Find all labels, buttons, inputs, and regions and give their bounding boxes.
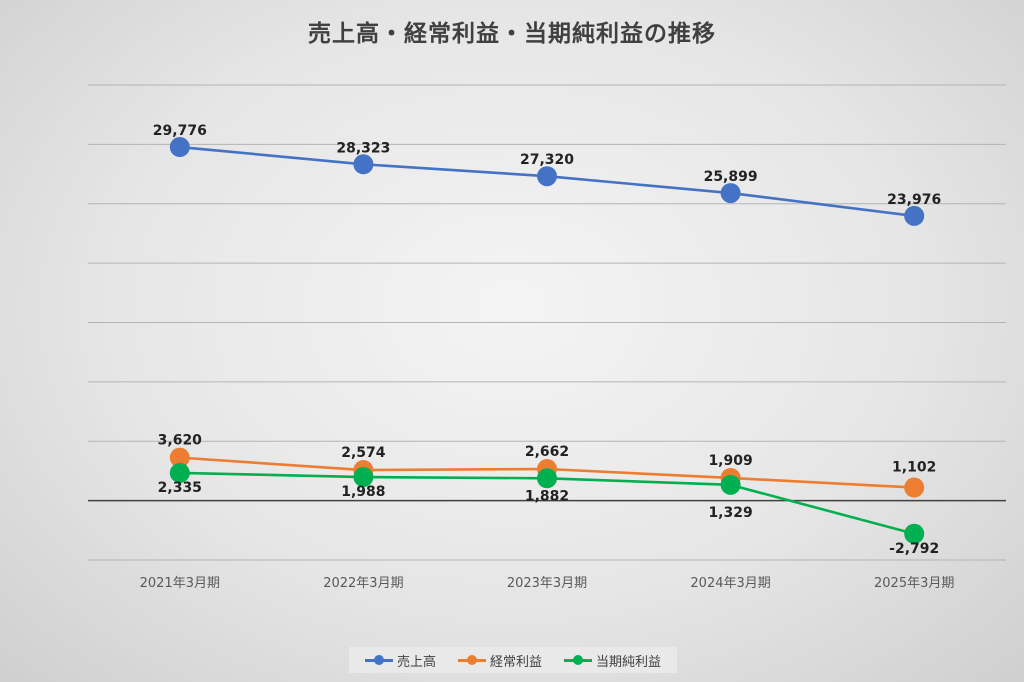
- data-point-net-income: [720, 474, 741, 495]
- data-point-sales: [720, 183, 741, 204]
- data-label-ordinary-profit: 1,909: [708, 453, 752, 469]
- data-label-net-income: -2,792: [889, 541, 939, 557]
- data-label-net-income: 1,329: [708, 505, 752, 521]
- data-label-ordinary-profit: 2,574: [341, 445, 386, 461]
- data-label-sales: 29,776: [153, 123, 207, 139]
- data-label-net-income: 1,882: [525, 488, 569, 504]
- data-label-ordinary-profit: 3,620: [158, 433, 203, 449]
- data-label-ordinary-profit: 1,102: [892, 460, 936, 476]
- legend-swatch-ordinary-profit: [457, 654, 486, 666]
- data-label-sales: 23,976: [887, 192, 941, 208]
- x-tick-label: 2023年3月期: [507, 576, 587, 591]
- legend: 売上高 経常利益 当期純利益: [349, 647, 677, 673]
- data-point-sales: [169, 137, 190, 158]
- data-label-sales: 25,899: [704, 169, 758, 185]
- data-point-sales: [353, 154, 374, 175]
- legend-label-sales: 売上高: [396, 654, 436, 670]
- data-label-ordinary-profit: 2,662: [525, 444, 569, 460]
- legend-item-ordinary-profit: 経常利益: [457, 651, 542, 670]
- legend-label-ordinary-profit: 経常利益: [489, 654, 542, 670]
- data-point-sales: [537, 166, 557, 187]
- data-point-net-income: [353, 467, 374, 488]
- legend-swatch-net-income: [564, 654, 592, 666]
- data-point-ordinary-profit: [904, 477, 925, 498]
- data-point-net-income: [537, 468, 557, 489]
- data-point-net-income: [169, 462, 190, 483]
- data-label-net-income: 2,335: [158, 480, 202, 496]
- legend-item-net-income: 当期純利益: [564, 651, 661, 670]
- data-point-sales: [904, 205, 925, 226]
- legend-label-net-income: 当期純利益: [596, 654, 662, 670]
- data-label-net-income: 1,988: [341, 484, 385, 500]
- chart-title: 売上高・経常利益・当期純利益の推移: [308, 21, 716, 47]
- data-label-sales: 27,320: [520, 152, 574, 168]
- x-tick-label: 2021年3月期: [140, 576, 220, 591]
- legend-swatch-sales: [364, 654, 393, 666]
- data-point-net-income: [904, 523, 925, 544]
- x-tick-label: 2024年3月期: [690, 576, 770, 591]
- x-tick-label: 2025年3月期: [874, 576, 954, 591]
- data-point-ordinary-profit: [169, 447, 190, 468]
- data-label-sales: 28,323: [336, 140, 390, 156]
- x-tick-label: 2022年3月期: [323, 576, 403, 591]
- legend-item-sales: 売上高: [364, 651, 436, 670]
